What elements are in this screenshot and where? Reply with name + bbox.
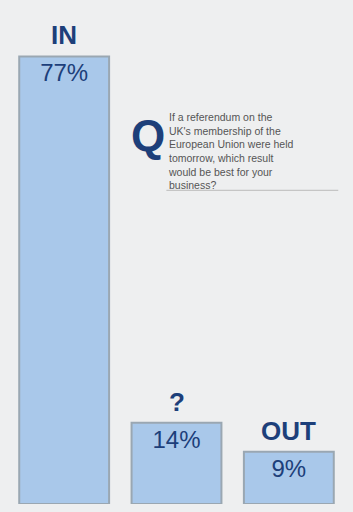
- svg-text:77%: 77%: [40, 59, 88, 86]
- svg-text:Q: Q: [131, 111, 165, 160]
- svg-text:If a referendum on theUK's mem: If a referendum on theUK's membership of…: [168, 111, 293, 191]
- svg-text:IN: IN: [51, 20, 77, 50]
- svg-text:OUT: OUT: [261, 416, 316, 446]
- svg-text:14%: 14%: [152, 426, 200, 453]
- svg-text:9%: 9%: [271, 455, 306, 482]
- svg-text:?: ?: [169, 387, 185, 417]
